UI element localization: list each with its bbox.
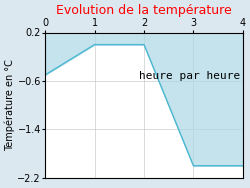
Text: heure par heure: heure par heure <box>139 71 240 81</box>
Y-axis label: Température en °C: Température en °C <box>4 59 15 151</box>
Title: Evolution de la température: Evolution de la température <box>56 4 232 17</box>
